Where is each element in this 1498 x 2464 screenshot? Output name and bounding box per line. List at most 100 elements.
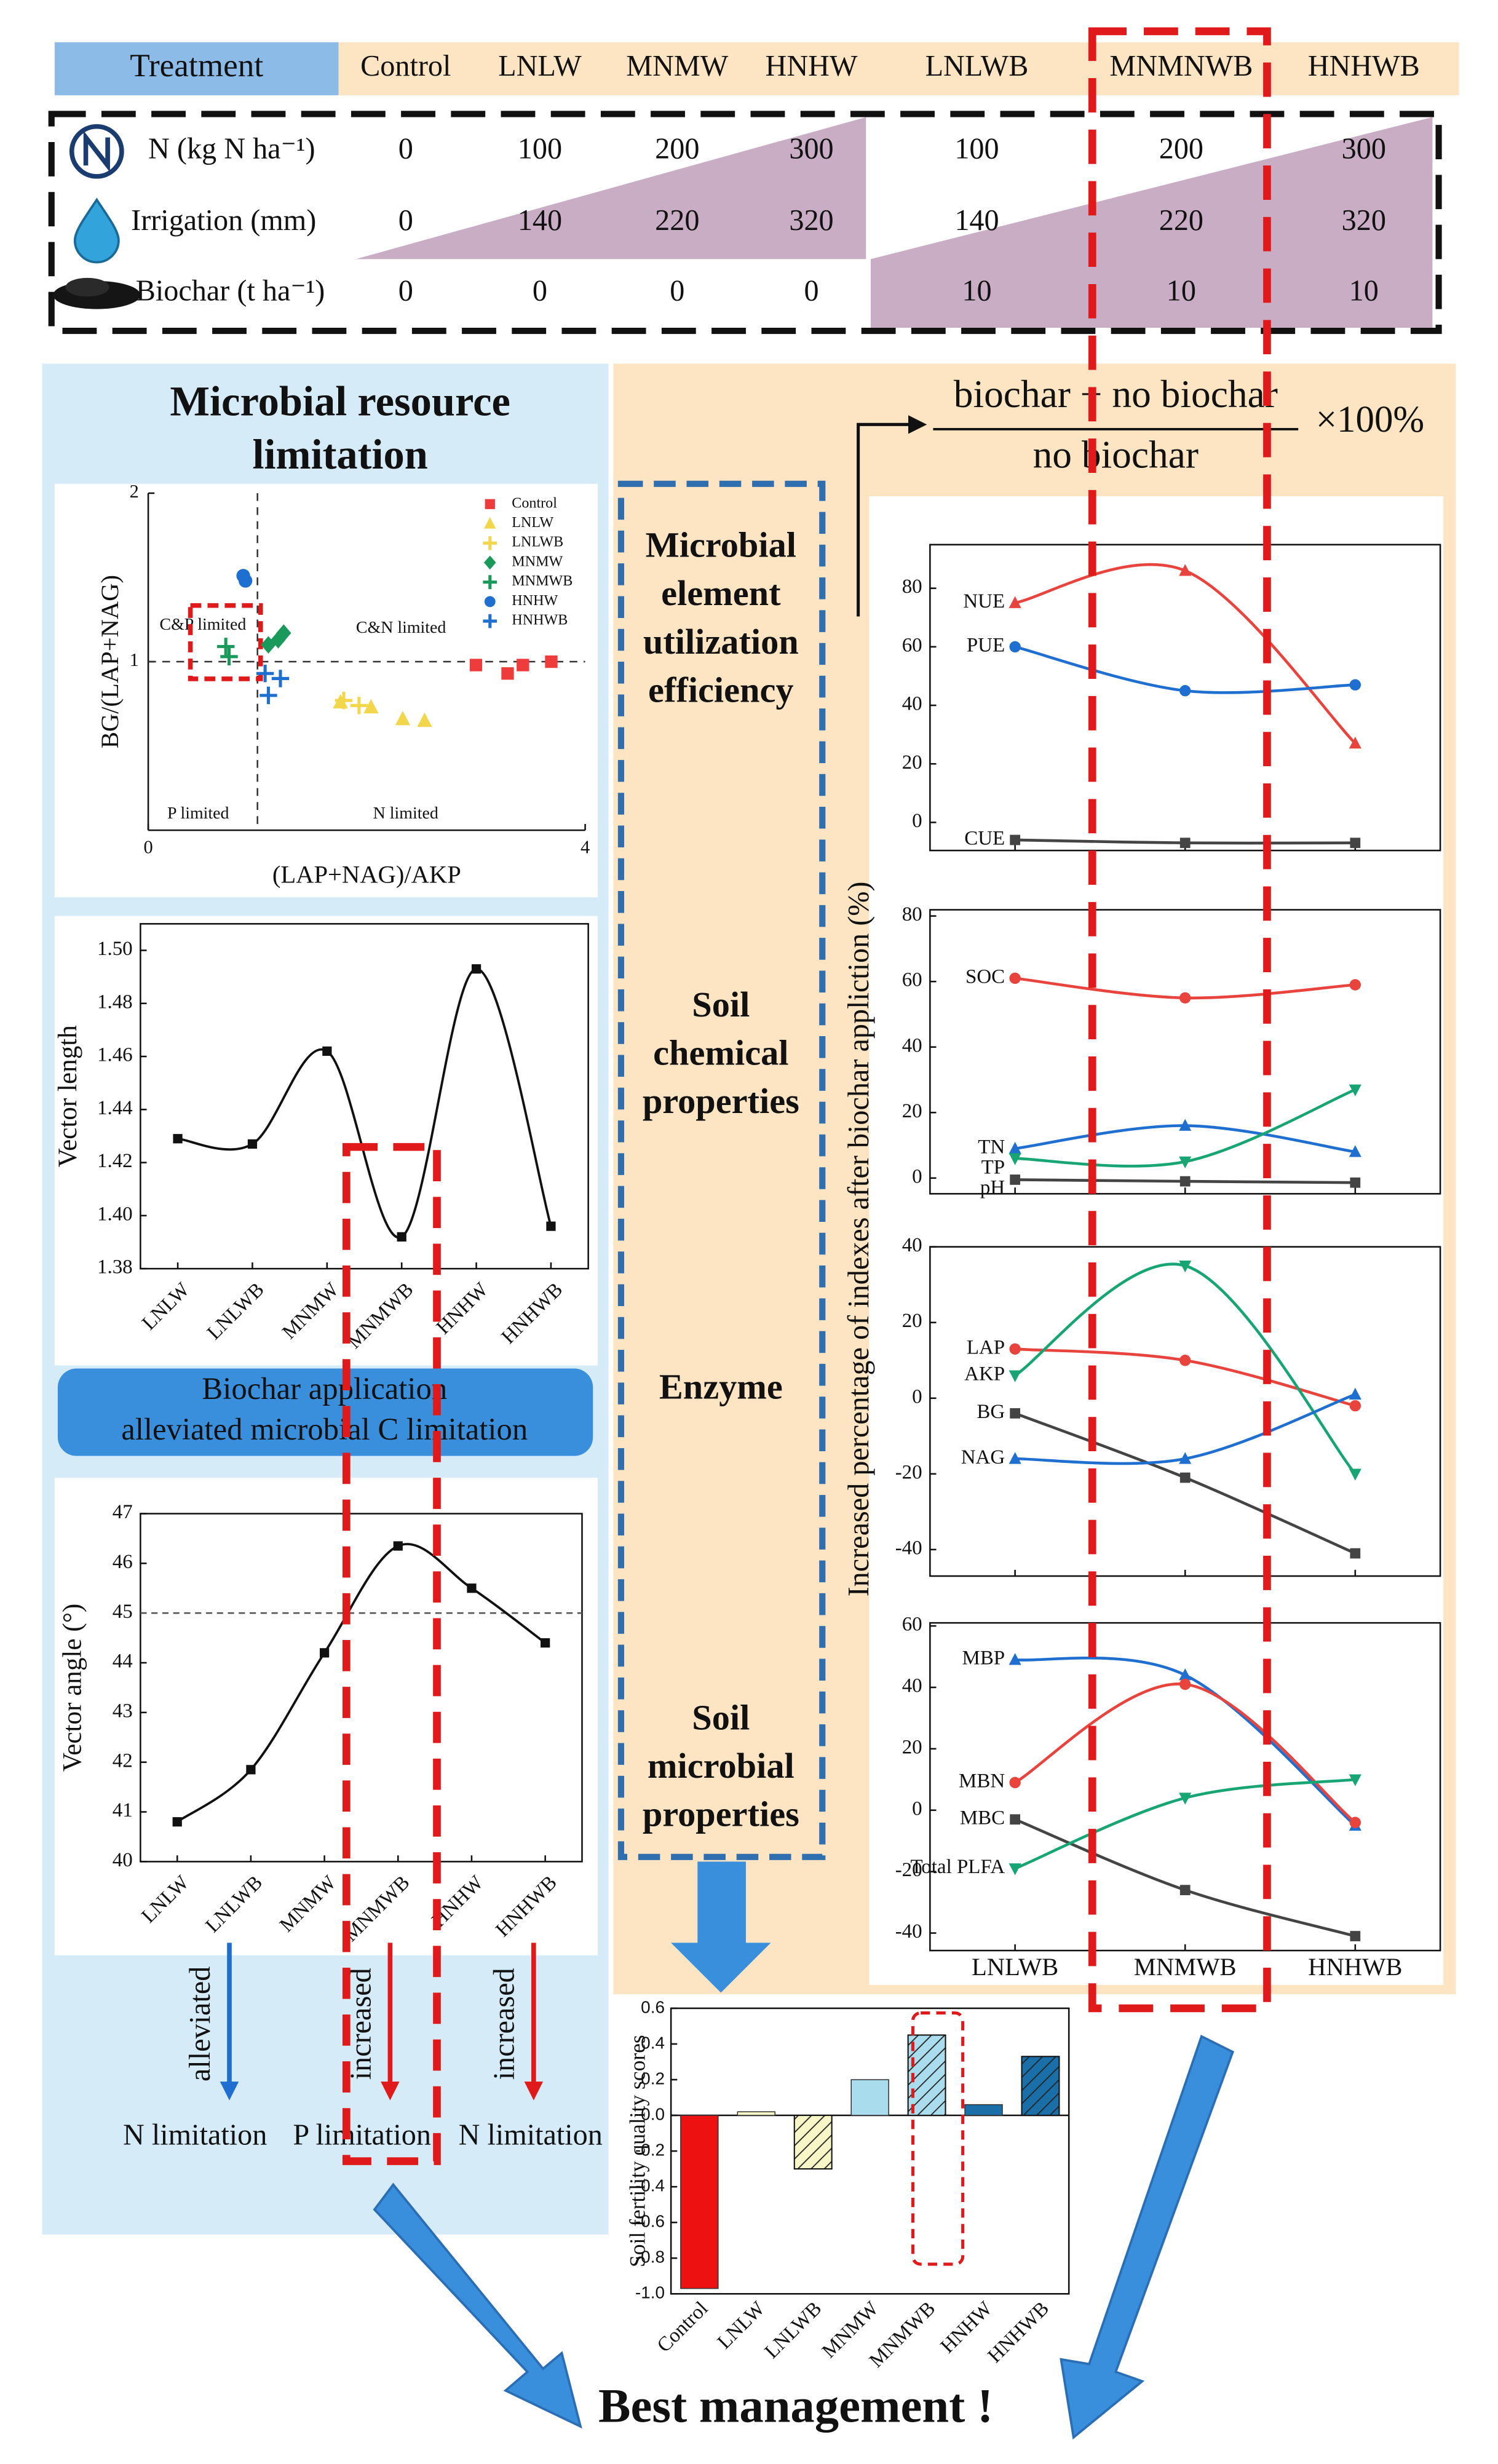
point (1010, 1814, 1021, 1825)
formula-denominator: no biochar (1033, 433, 1199, 477)
bar-hatch (793, 2115, 833, 2170)
point (395, 711, 411, 726)
column-header: MNMW (626, 50, 729, 82)
point (260, 686, 277, 705)
series-label: NAG (961, 1446, 1005, 1468)
point (1179, 1678, 1191, 1690)
column-header: MNMNWB (1109, 50, 1253, 82)
water-icon (73, 197, 120, 264)
series-label: Total PLFA (910, 1856, 1005, 1878)
section-label: properties (643, 1081, 799, 1121)
bar (850, 2079, 889, 2116)
cell: 0 (804, 274, 818, 307)
axis-label: (LAP+NAG)/AKP (272, 861, 461, 889)
point (545, 655, 558, 668)
y-tick-label: 0.2 (641, 2069, 665, 2088)
flow-arrow (373, 2182, 582, 2429)
arrow-verb: increased (488, 1968, 521, 2080)
y-tick-label: 46 (113, 1551, 133, 1573)
row-label: N (kg N ha⁻¹) (148, 132, 315, 165)
point (467, 1583, 477, 1593)
point (484, 555, 496, 570)
highlight-box (188, 603, 263, 681)
section-label: Soil (692, 1697, 750, 1737)
point (1009, 1153, 1021, 1165)
y-tick-label: 0 (912, 1165, 922, 1187)
point (393, 1541, 403, 1551)
plot-frame (140, 923, 589, 1270)
legend-label: MNMWB (512, 573, 573, 589)
formula-pointer (857, 415, 927, 617)
point (485, 499, 495, 509)
series-label: MBP (962, 1647, 1005, 1670)
y-tick-label: 80 (902, 576, 922, 598)
cell: 300 (1342, 132, 1386, 165)
y-tick-label: -20 (895, 1461, 922, 1483)
region-label: C&P limited (159, 615, 246, 634)
chart-bg (54, 1478, 598, 1955)
series-label: TN (978, 1136, 1005, 1158)
plot-frame (140, 1513, 583, 1863)
y-tick-label: -1.0 (635, 2283, 665, 2302)
series-label: LAP (967, 1336, 1005, 1358)
point (1350, 838, 1361, 849)
axis-label: Vector angle (°) (58, 1604, 87, 1772)
point (469, 659, 483, 671)
region-label: C&N limited (356, 618, 446, 637)
y-tick-label: 40 (902, 1675, 922, 1697)
header-bg (338, 42, 1459, 95)
point (546, 1221, 556, 1231)
axis-label: Vector length (54, 1025, 82, 1167)
legend-label: HNHW (512, 593, 558, 609)
point (483, 536, 497, 550)
point (1179, 1156, 1192, 1169)
y-tick-label: 20 (902, 1736, 922, 1758)
y-tick-label: 0 (912, 1797, 922, 1820)
column-header: LNLWB (925, 50, 1029, 82)
y-tick-label: 2 (130, 481, 139, 502)
banner-text: alleviated microbial C limitation (121, 1412, 528, 1446)
cell: 0 (398, 204, 413, 237)
highlight-box (1088, 27, 1271, 2013)
column-header: HNHWB (1308, 50, 1420, 82)
point (220, 648, 238, 666)
point (1179, 1793, 1192, 1805)
treatment-header-bg (54, 42, 339, 95)
point (247, 1139, 258, 1149)
point (397, 1232, 406, 1242)
point (1009, 641, 1021, 653)
point (335, 691, 353, 710)
cell: 140 (954, 204, 999, 237)
point (501, 667, 514, 680)
series-label: SOC (965, 965, 1005, 988)
legend-label: HNHWB (512, 612, 568, 628)
x-tick-label: MNMWB (1134, 1953, 1237, 1981)
series-label: MBN (959, 1770, 1005, 1792)
column-header: LNLW (498, 50, 582, 82)
flow-arrow (1060, 2034, 1234, 2440)
arrow-target: P limitation (293, 2119, 431, 2152)
chart-bg (869, 496, 1444, 1985)
gradient-wedge (870, 117, 1433, 328)
bar-hatch (1021, 2056, 1060, 2117)
bar (737, 2111, 775, 2116)
table-frame (48, 111, 1442, 335)
point (238, 574, 253, 588)
biochar-icon (65, 277, 109, 297)
point (484, 596, 496, 608)
y-tick-label: 1.44 (97, 1097, 133, 1119)
point (471, 964, 482, 974)
y-tick-label: 44 (113, 1650, 133, 1673)
point (1009, 596, 1021, 608)
point (1179, 1176, 1191, 1187)
cell: 0 (670, 274, 684, 307)
x-tick-label: 4 (581, 837, 590, 858)
y-tick-label: 0.0 (641, 2104, 665, 2123)
cell: 320 (1342, 204, 1386, 237)
point (1179, 564, 1192, 576)
point (1179, 1885, 1191, 1896)
banner (57, 1368, 593, 1456)
series-label: PUE (967, 634, 1005, 656)
point (1009, 1452, 1021, 1464)
highlight-box (342, 1143, 441, 2165)
